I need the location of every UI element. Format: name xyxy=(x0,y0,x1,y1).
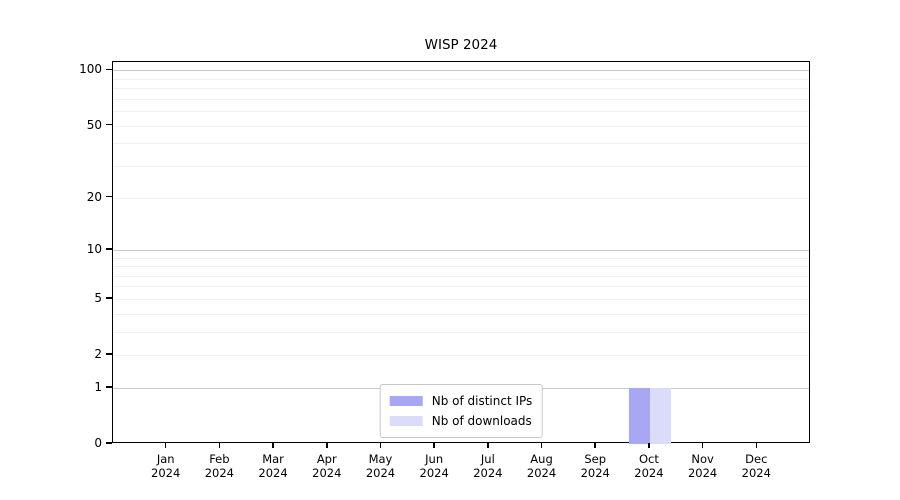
legend-item: Nb of distinct IPs xyxy=(389,391,533,411)
gridline-minor xyxy=(113,197,809,199)
x-tick-mark xyxy=(701,443,704,448)
y-tick-label: 5 xyxy=(94,290,102,305)
legend-item: Nb of downloads xyxy=(389,411,533,431)
legend: Nb of distinct IPs Nb of downloads xyxy=(379,384,543,438)
x-tick-label: Jul 2024 xyxy=(473,452,503,480)
y-tick-label: 100 xyxy=(79,62,102,77)
y-tick-mark xyxy=(106,123,112,126)
x-tick-mark xyxy=(433,443,435,448)
x-tick-label: Jun 2024 xyxy=(419,452,449,480)
y-tick-label: 10 xyxy=(86,241,102,256)
gridline-minor xyxy=(113,125,809,127)
y-tick-mark xyxy=(106,248,112,250)
gridline-major xyxy=(113,70,809,72)
gridline-major xyxy=(113,249,809,251)
gridline-minor xyxy=(113,165,809,167)
y-tick-label: 1 xyxy=(94,379,102,394)
gridline-minor xyxy=(113,286,809,288)
gridline-minor xyxy=(113,257,809,259)
gridline-minor xyxy=(113,111,809,113)
plot-area: Nb of distinct IPs Nb of downloads xyxy=(112,61,810,444)
x-tick-mark xyxy=(379,443,382,448)
y-tick-mark xyxy=(106,68,112,71)
y-tick-label: 0 xyxy=(94,436,102,450)
gridline-minor xyxy=(113,143,809,145)
y-tick-mark xyxy=(106,195,112,198)
x-tick-label: Oct 2024 xyxy=(634,452,664,480)
x-tick-mark xyxy=(487,443,489,448)
x-tick-mark xyxy=(755,443,758,448)
bar-downloads xyxy=(649,387,671,444)
y-tick-label: 20 xyxy=(86,189,102,204)
x-tick-mark xyxy=(648,443,650,448)
y-tick-mark xyxy=(106,386,112,388)
x-tick-mark xyxy=(326,443,328,448)
y-tick-mark xyxy=(106,442,112,444)
x-tick-mark xyxy=(594,443,596,448)
y-tick-mark xyxy=(106,297,112,299)
x-tick-label: Feb 2024 xyxy=(204,452,235,480)
gridline-minor xyxy=(113,331,809,333)
legend-label: Nb of distinct IPs xyxy=(431,394,533,408)
x-tick-label: Dec 2024 xyxy=(741,452,771,480)
gridline-minor xyxy=(113,266,809,268)
chart-title: WISP 2024 xyxy=(424,37,498,53)
x-tick-mark xyxy=(164,443,167,448)
legend-swatch-downloads xyxy=(389,416,423,426)
gridline-minor xyxy=(113,355,809,357)
x-tick-label: May 2024 xyxy=(365,452,396,480)
x-tick-label: Sep 2024 xyxy=(580,452,610,480)
gridline-minor xyxy=(113,275,809,277)
x-tick-mark xyxy=(218,443,221,448)
gridline-minor xyxy=(113,78,809,80)
y-tick-label: 2 xyxy=(94,347,102,362)
gridline-minor xyxy=(113,98,809,100)
x-tick-label: Mar 2024 xyxy=(258,452,288,480)
gridline-minor xyxy=(113,313,809,315)
y-tick-label: 50 xyxy=(86,117,102,132)
bar-distinct-ips xyxy=(628,387,650,444)
x-tick-label: Aug 2024 xyxy=(526,452,557,480)
x-tick-mark xyxy=(272,443,274,448)
gridline-minor xyxy=(113,298,809,300)
y-tick-mark xyxy=(106,353,112,355)
gridline-minor xyxy=(113,88,809,90)
legend-swatch-distinct-ips xyxy=(389,396,423,406)
x-tick-label: Jan 2024 xyxy=(151,452,181,480)
x-tick-label: Nov 2024 xyxy=(687,452,718,480)
x-tick-mark xyxy=(540,443,543,448)
x-tick-label: Apr 2024 xyxy=(312,452,342,480)
legend-label: Nb of downloads xyxy=(431,414,532,428)
